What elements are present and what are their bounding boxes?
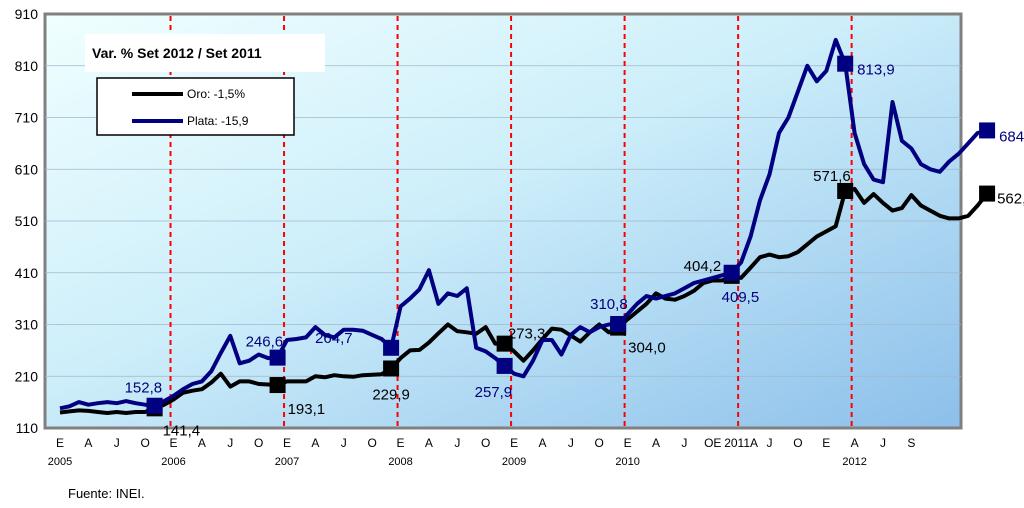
marker-plata (383, 339, 400, 356)
x-tick-label: O (140, 436, 149, 450)
data-label-plata: 684,9 (999, 128, 1024, 145)
data-label-oro: 562,8 (997, 191, 1024, 208)
series-markers (146, 55, 996, 417)
x-tick-label: 2011A (724, 436, 758, 450)
series-line-oro (59, 186, 989, 415)
data-label-plata: 246,6 (246, 334, 284, 351)
x-tick-label: O (793, 436, 802, 450)
data-label-oro: 141,4 (163, 422, 201, 439)
x-tick-label: A (851, 436, 859, 450)
x-tick-label: S (907, 436, 915, 450)
x-tick-label: E (56, 436, 64, 450)
data-label-oro: 404,2 (684, 258, 722, 275)
marker-plata (496, 357, 513, 374)
data-label-oro: 193,1 (288, 401, 326, 418)
x-tick-label: A (311, 436, 319, 450)
x-axis-years: 2005 2006 2007 2008 2009 2010 2012 (48, 456, 867, 468)
x-tick-label: E (624, 436, 632, 450)
x-tick-label: J (681, 436, 687, 450)
x-tick-label: E (397, 436, 405, 450)
x-tick-label: J (114, 436, 120, 450)
x-tick-label: O (254, 436, 263, 450)
marker-plata (837, 55, 854, 72)
legend: Var. % Set 2012 / Set 2011 Oro: -1,5% Pl… (85, 34, 325, 136)
x-tick-label: E (283, 436, 291, 450)
x-tick-label: O (368, 436, 377, 450)
x-tick-label: O (481, 436, 490, 450)
y-tick-label: 910 (15, 6, 39, 22)
y-tick-label: 110 (16, 420, 39, 436)
x-tick-label: E (510, 436, 518, 450)
marker-oro (837, 182, 854, 199)
legend-box (96, 77, 295, 136)
x-tick-label: A (538, 436, 546, 450)
marker-plata (610, 315, 627, 332)
y-tick-label: 210 (15, 368, 39, 384)
x-year-label: 2005 (48, 456, 72, 468)
marker-plata (723, 264, 740, 281)
x-year-label: 2009 (502, 456, 526, 468)
x-tick-label: A (84, 436, 92, 450)
data-label-oro: 304,0 (628, 340, 666, 357)
x-year-label: 2007 (275, 456, 299, 468)
series-line-plata (59, 37, 988, 411)
marker-oro (979, 185, 996, 202)
x-tick-label: E (822, 436, 830, 450)
y-axis-ticks: 110 210 310 410 510 610 710 810 910 (15, 6, 39, 436)
x-year-label: 2012 (842, 456, 866, 468)
marker-plata (146, 397, 163, 414)
x-tick-label: J (767, 436, 773, 450)
x-year-label: 2010 (615, 456, 639, 468)
marker-oro (269, 377, 286, 394)
y-tick-label: 310 (15, 317, 39, 333)
x-tick-label: A (198, 436, 206, 450)
data-label-plata: 264,7 (315, 330, 353, 347)
legend-entry-oro: Oro: -1,5% (187, 87, 245, 101)
data-labels: 141,4 193,1 229,9 273,3 304,0 404,2 571,6 562,8… (125, 62, 1024, 440)
legend-entry-plata: Plata: -15,9 (187, 114, 249, 128)
marker-oro (496, 335, 513, 352)
x-axis-ticks: E A J O E A J O E A J O E A J O E A J O E A J OE 2011A J O E A J S (56, 436, 915, 450)
x-year-label: 2008 (388, 456, 412, 468)
x-tick-label: O (595, 436, 604, 450)
x-tick-label: A (425, 436, 433, 450)
x-tick-label: J (880, 436, 886, 450)
y-tick-label: 410 (15, 265, 39, 281)
y-tick-label: 610 (15, 161, 39, 177)
y-tick-label: 810 (15, 58, 39, 74)
x-tick-label: J (568, 436, 574, 450)
x-year-label: 2006 (161, 456, 185, 468)
data-label-plata: 813,9 (857, 62, 895, 79)
marker-oro (383, 360, 400, 377)
x-tick-label: J (227, 436, 233, 450)
data-label-oro: 571,6 (813, 168, 851, 185)
data-label-oro: 229,9 (372, 386, 410, 403)
data-label-plata: 310,8 (590, 296, 628, 313)
x-tick-label: J (454, 436, 460, 450)
source-note: Fuente: INEI. (68, 486, 145, 501)
x-tick-label: J (341, 436, 347, 450)
marker-plata (979, 122, 996, 139)
legend-title: Var. % Set 2012 / Set 2011 (92, 45, 262, 61)
series-lines (59, 37, 989, 415)
data-label-plata: 152,8 (125, 380, 163, 397)
y-tick-label: 710 (15, 110, 39, 126)
data-label-oro: 273,3 (508, 326, 546, 343)
data-label-plata: 257,9 (475, 384, 513, 401)
legend-title-box (85, 34, 325, 72)
x-tick-label: A (652, 436, 660, 450)
y-tick-label: 510 (15, 213, 39, 229)
x-tick-label: OE (704, 436, 721, 450)
x-tick-label: E (170, 436, 178, 450)
data-label-plata: 409,5 (722, 289, 760, 306)
marker-plata (269, 349, 286, 366)
